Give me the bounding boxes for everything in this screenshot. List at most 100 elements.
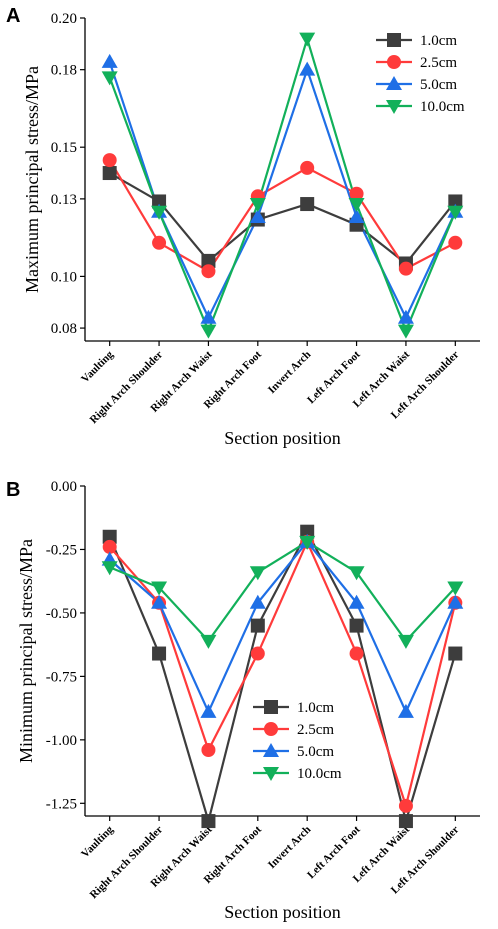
x-axis-title: Section position [224, 428, 341, 448]
data-point [448, 194, 463, 209]
y-tick-label: -0.75 [46, 669, 77, 685]
data-point [102, 166, 117, 181]
data-point [348, 566, 365, 581]
data-point [151, 205, 168, 220]
data-point [299, 535, 316, 550]
y-tick-label: -1.00 [46, 733, 77, 749]
legend-marker [264, 700, 278, 714]
x-tick-label: Invert Arch [266, 349, 313, 396]
legend-marker [263, 743, 279, 757]
series-line-2 [108, 540, 457, 715]
data-point [398, 798, 413, 813]
legend-label: 2.5cm [297, 722, 334, 738]
data-point [398, 814, 413, 829]
data-point [151, 581, 168, 596]
x-tick-label: Vaulting [79, 823, 116, 860]
data-point [200, 703, 217, 718]
data-point [152, 646, 167, 661]
data-point [299, 61, 316, 76]
data-point [101, 71, 118, 86]
data-point [349, 186, 364, 201]
data-point [201, 253, 216, 268]
data-point [397, 634, 414, 649]
data-point [250, 646, 265, 661]
data-point [397, 309, 414, 324]
data-point [151, 594, 168, 609]
data-point [102, 539, 117, 554]
data-point [447, 205, 464, 220]
legend-marker [386, 76, 402, 90]
legend-marker [386, 100, 402, 114]
data-point [102, 153, 117, 168]
legend-label: 5.0cm [420, 77, 457, 93]
legend-label: 1.0cm [297, 700, 334, 716]
data-point [398, 261, 413, 276]
legend-label: 1.0cm [420, 33, 457, 49]
data-point [200, 309, 217, 324]
legend-marker [387, 33, 401, 47]
y-axis-title: Maximum principal stress/MPa [22, 66, 42, 293]
legend-marker [263, 767, 279, 781]
data-point [300, 160, 315, 175]
data-point [152, 194, 167, 209]
legend-label: 2.5cm [420, 55, 457, 71]
series-line-3 [109, 540, 457, 643]
data-point [101, 53, 118, 68]
y-tick-label: 0.18 [51, 63, 77, 79]
data-point [300, 524, 315, 539]
data-point [447, 581, 464, 596]
legend-marker [264, 722, 278, 736]
data-point [448, 646, 463, 661]
data-point [397, 324, 414, 339]
legend: 1.0cm 2.5cm 5.0cm 10.0cm [376, 33, 465, 115]
legend-marker [387, 55, 401, 69]
data-point [201, 743, 216, 757]
panel-letter: A [6, 5, 20, 27]
y-tick-label: 0.13 [51, 192, 77, 208]
y-tick-label: 0.20 [51, 11, 77, 27]
y-tick-label: -0.25 [46, 542, 77, 558]
y-tick-label: -0.50 [46, 606, 77, 622]
panel-letter: B [6, 479, 20, 501]
y-axis-title: Minimum principal stress/MPa [16, 539, 36, 763]
data-point [447, 594, 464, 609]
data-point [448, 235, 463, 250]
data-point [349, 618, 364, 633]
data-point [200, 324, 217, 339]
data-point [249, 594, 266, 609]
y-tick-label: 0.00 [51, 479, 77, 495]
legend-label: 10.0cm [297, 766, 342, 782]
x-tick-label: Invert Arch [266, 824, 313, 871]
legend-label: 10.0cm [420, 99, 465, 115]
data-point [102, 529, 117, 544]
data-point [299, 32, 316, 47]
data-point [101, 561, 118, 576]
series-line-0 [108, 529, 457, 826]
data-point [201, 814, 216, 829]
data-point [250, 618, 265, 633]
data-point [249, 198, 266, 213]
data-point [249, 208, 266, 223]
series-line-3 [108, 34, 457, 334]
y-tick-label: 0.10 [51, 269, 77, 285]
legend-label: 5.0cm [297, 744, 334, 760]
x-axis-title: Section position [224, 902, 341, 922]
data-point [349, 646, 364, 661]
series-line-2 [108, 61, 457, 321]
data-point [249, 566, 266, 581]
series-line-1 [108, 159, 456, 273]
y-tick-label: 0.15 [51, 140, 77, 156]
data-point [348, 594, 365, 609]
data-point [348, 208, 365, 223]
y-tick-label: -1.25 [46, 796, 77, 812]
data-point [201, 264, 216, 279]
data-point [348, 198, 365, 213]
chart-panel-b: B 0.00-0.25-0.50-0.75-1.00-1.25VaultingRi… [6, 479, 480, 922]
series-line-1 [108, 539, 457, 810]
x-tick-label: Vaulting [79, 348, 116, 385]
data-point [152, 235, 167, 250]
data-point [397, 703, 414, 718]
legend: 1.0cm 2.5cm 5.0cm 10.0cm [253, 700, 342, 782]
